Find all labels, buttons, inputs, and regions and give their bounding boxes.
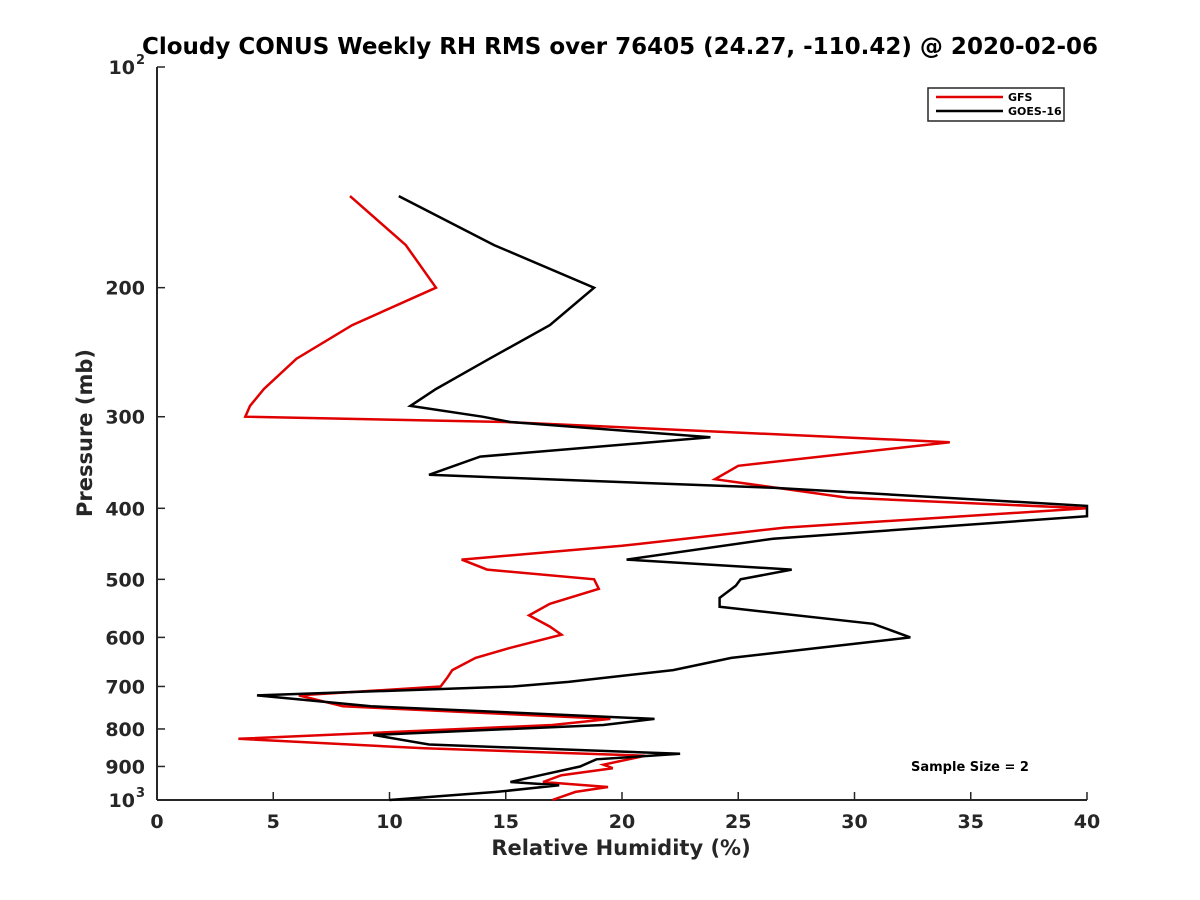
y-tick-label: 700 <box>105 676 145 698</box>
y-tick-label: 400 <box>105 498 145 520</box>
series-line-goes16 <box>256 194 1089 802</box>
y-tick-label: 300 <box>105 407 145 429</box>
legend-box <box>927 87 1065 122</box>
legend-label-goes16: GOES-16 <box>1008 105 1062 118</box>
y-tick-label: 800 <box>105 719 145 741</box>
legend: GFS GOES-16 <box>927 87 1065 122</box>
x-ticks: 0 5 10 15 20 25 30 35 40 <box>150 792 1100 833</box>
y-tick-label: 500 <box>105 569 145 591</box>
plot-area <box>156 67 1087 801</box>
series-layer <box>238 194 1089 802</box>
x-tick-label: 30 <box>841 811 867 833</box>
x-tick-label: 40 <box>1074 811 1100 833</box>
x-tick-label: 15 <box>493 811 519 833</box>
x-tick-label: 20 <box>609 811 635 833</box>
y-tick-label: 900 <box>105 756 145 778</box>
sample-size-annotation: Sample Size = 2 <box>911 760 1029 775</box>
y-tick-exponent: 3 <box>136 786 145 801</box>
x-tick-label: 10 <box>376 811 402 833</box>
x-tick-label: 0 <box>150 811 163 833</box>
y-tick-label: 10 <box>109 790 135 812</box>
chart-title: Cloudy CONUS Weekly RH RMS over 76405 (2… <box>142 34 1098 60</box>
y-tick-label: 600 <box>105 627 145 649</box>
x-axis-label: Relative Humidity (%) <box>491 836 750 860</box>
y-axis-label: Pressure (mb) <box>73 349 97 517</box>
y-tick-exponent: 2 <box>136 53 145 68</box>
y-tick-label: 200 <box>105 278 145 300</box>
y-tick-label: 10 <box>109 57 135 79</box>
legend-label-gfs: GFS <box>1008 91 1033 104</box>
x-tick-label: 35 <box>958 811 984 833</box>
x-tick-label: 25 <box>725 811 751 833</box>
x-tick-label: 5 <box>267 811 280 833</box>
